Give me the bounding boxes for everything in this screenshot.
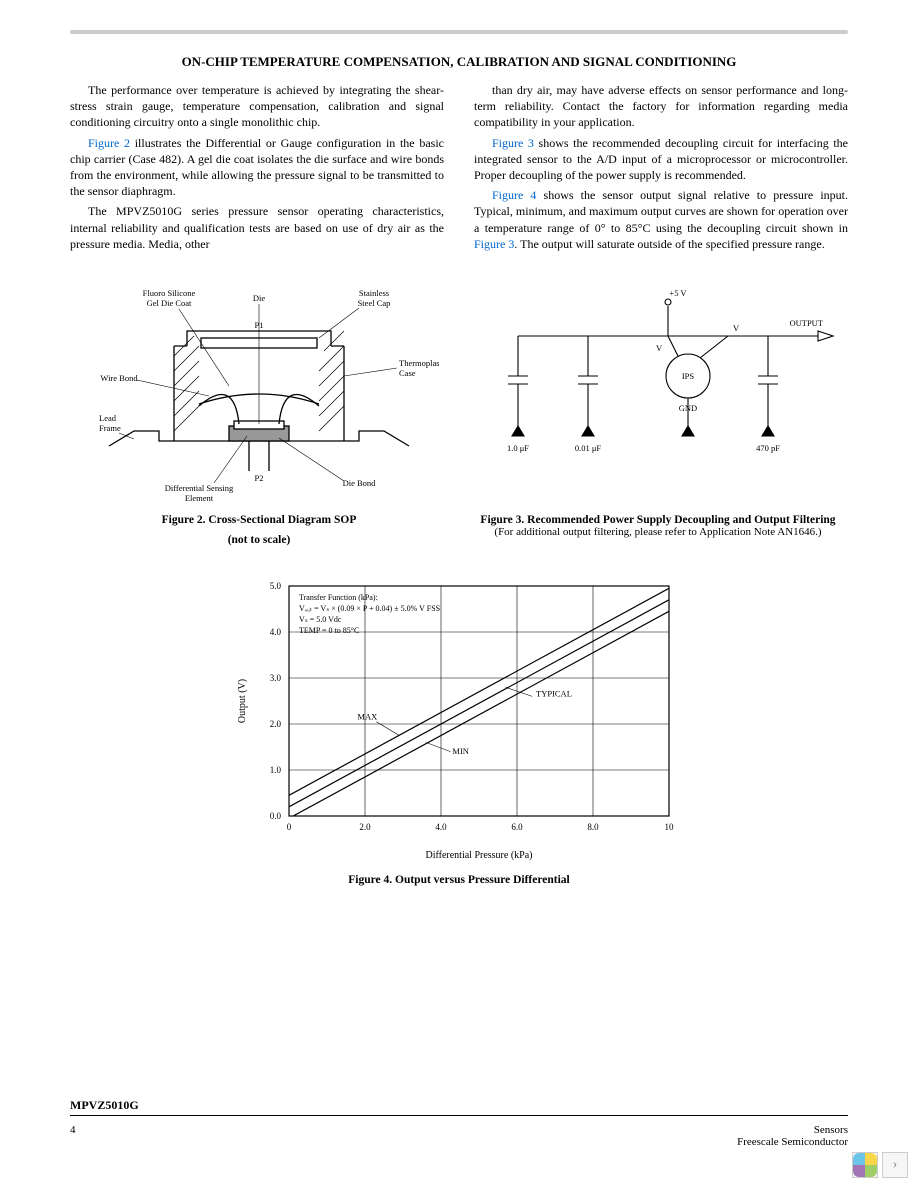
fig3-label-5v: +5 V: [669, 288, 687, 298]
figure-2-subcaption: (not to scale): [70, 534, 448, 546]
svg-text:2.0: 2.0: [359, 822, 371, 832]
fig2-label-lead: Lead: [99, 413, 117, 423]
fig3-label-vs: V: [656, 343, 663, 353]
fig3-label-c1: 1.0 μF: [507, 443, 529, 453]
svg-text:10: 10: [665, 822, 675, 832]
svg-text:4.0: 4.0: [435, 822, 447, 832]
fig2-label-case: Thermoplastic: [399, 358, 439, 368]
svg-text:5.0: 5.0: [270, 581, 282, 591]
figure-4: 0 2.0 4.0 6.0 8.0 10 0.0 1.0 2.0 3.0 4.0 5.0 Differe…: [209, 566, 709, 886]
fig2-label-p1: P1: [255, 320, 264, 330]
para-5: Figure 3 shows the recommended decouplin…: [474, 135, 848, 184]
section-title: ON-CHIP TEMPERATURE COMPENSATION, CALIBR…: [70, 54, 848, 70]
figure-2-caption: Figure 2. Cross-Sectional Diagram SOP: [70, 514, 448, 526]
figure-4-svg: 0 2.0 4.0 6.0 8.0 10 0.0 1.0 2.0 3.0 4.0 5.0 Differe…: [229, 566, 689, 866]
nav-next-button[interactable]: ›: [882, 1152, 908, 1178]
fig2-label-cap: Stainless: [359, 288, 389, 298]
svg-text:Element: Element: [185, 493, 214, 503]
fig2-label-bond: Die Bond: [343, 478, 377, 488]
fig3-label-ips: IPS: [682, 371, 695, 381]
svg-text:Vₛ = 5.0 Vdc: Vₛ = 5.0 Vdc: [299, 615, 342, 624]
footer: MPVZ5010G 4 Sensors Freescale Semiconduc…: [70, 1098, 848, 1148]
svg-text:Differential Pressure (kPa): Differential Pressure (kPa): [425, 850, 532, 861]
nav-widget: ›: [852, 1152, 908, 1178]
fig3-label-c3: 470 pF: [756, 443, 780, 453]
figure-3: +5 V OUTPUT V V IPS GND 1.0 μF 0.01 μF 4…: [468, 276, 848, 546]
part-number: MPVZ5010G: [70, 1098, 848, 1116]
column-left: The performance over temperature is achi…: [70, 82, 444, 256]
svg-text:MIN: MIN: [452, 746, 469, 756]
figure-3-caption: Figure 3. Recommended Power Supply Decou…: [468, 514, 848, 526]
body-columns: The performance over temperature is achi…: [70, 82, 848, 256]
figure-2-link[interactable]: Figure 2: [88, 136, 130, 150]
para-2: Figure 2 illustrates the Differential or…: [70, 135, 444, 200]
para-1: The performance over temperature is achi…: [70, 82, 444, 131]
svg-text:Vₒᵤₜ = Vₛ × (0.09 × P + 0.04): Vₒᵤₜ = Vₛ × (0.09 × P + 0.04) ± 5.0% V F…: [299, 604, 440, 613]
footer-right-2: Freescale Semiconductor: [737, 1136, 848, 1148]
figure-3-subcaption: (For additional output filtering, please…: [468, 526, 848, 538]
fig3-label-gnd: GND: [679, 403, 697, 413]
fig3-label-c2: 0.01 μF: [575, 443, 602, 453]
fig2-label-gel: Fluoro Silicone: [143, 288, 196, 298]
svg-text:8.0: 8.0: [587, 822, 599, 832]
svg-text:0.0: 0.0: [270, 811, 282, 821]
svg-text:TEMP = 0 to 85°C: TEMP = 0 to 85°C: [299, 626, 359, 635]
svg-text:4.0: 4.0: [270, 627, 282, 637]
logo-icon: [853, 1153, 877, 1177]
figure-2: Fluoro Silicone Gel Die Coat Die Stainle…: [70, 276, 448, 546]
svg-text:6.0: 6.0: [511, 822, 523, 832]
figure-3-link[interactable]: Figure 3: [492, 136, 534, 150]
fig2-label-sensing: Differential Sensing: [165, 483, 234, 493]
svg-text:Case: Case: [399, 368, 416, 378]
svg-text:TYPICAL: TYPICAL: [536, 688, 572, 698]
column-right: than dry air, may have adverse effects o…: [474, 82, 848, 256]
para-6-text-b: . The output will saturate outside of th…: [514, 237, 824, 251]
fig2-label-p2: P2: [255, 473, 264, 483]
svg-text:Gel Die Coat: Gel Die Coat: [147, 298, 192, 308]
svg-text:Output (V): Output (V): [237, 679, 248, 723]
page-number: 4: [70, 1124, 76, 1148]
figure-2-svg: Fluoro Silicone Gel Die Coat Die Stainle…: [79, 276, 439, 506]
nav-home-button[interactable]: [852, 1152, 878, 1178]
para-3: The MPVZ5010G series pressure sensor ope…: [70, 203, 444, 252]
svg-text:2.0: 2.0: [270, 719, 282, 729]
fig2-label-die: Die: [253, 293, 266, 303]
footer-right-1: Sensors: [814, 1124, 848, 1136]
fig3-label-output: OUTPUT: [789, 318, 823, 328]
svg-text:1.0: 1.0: [270, 765, 282, 775]
svg-text:Frame: Frame: [99, 423, 121, 433]
figures-row-1: Fluoro Silicone Gel Die Coat Die Stainle…: [70, 276, 848, 546]
svg-text:Transfer Function (kPa):: Transfer Function (kPa):: [299, 593, 378, 602]
figure-4-link[interactable]: Figure 4: [492, 188, 536, 202]
figure-3-svg: +5 V OUTPUT V V IPS GND 1.0 μF 0.01 μF 4…: [468, 276, 848, 506]
para-6: Figure 4 shows the sensor output signal …: [474, 187, 848, 252]
svg-text:3.0: 3.0: [270, 673, 282, 683]
svg-text:MAX: MAX: [357, 711, 377, 721]
svg-text:0: 0: [287, 822, 292, 832]
svg-text:Steel Cap: Steel Cap: [358, 298, 391, 308]
chevron-right-icon: ›: [893, 1157, 898, 1173]
figure-3-link-2[interactable]: Figure 3: [474, 237, 514, 251]
para-4: than dry air, may have adverse effects o…: [474, 82, 848, 131]
header-rule: [70, 30, 848, 34]
figure-4-caption: Figure 4. Output versus Pressure Differe…: [209, 874, 709, 886]
fig3-label-vout: V: [733, 323, 740, 333]
fig2-label-wire: Wire Bond: [100, 373, 138, 383]
